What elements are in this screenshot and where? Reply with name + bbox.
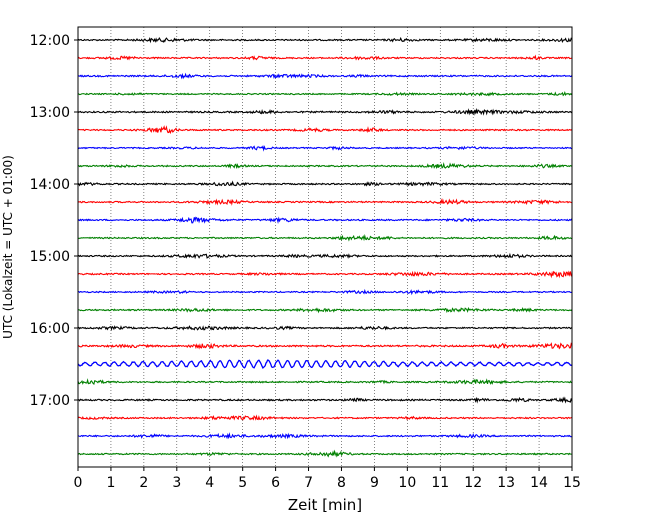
x-tick-label: 9 xyxy=(370,475,379,491)
y-axis-ticks: 12:00 13:00 14:00 15:00 16:00 17:00 xyxy=(30,33,78,409)
x-tick-label: 1 xyxy=(106,475,115,491)
trace-1430 xyxy=(77,216,573,225)
x-tick-label: 4 xyxy=(205,475,214,491)
trace-1630 xyxy=(77,359,573,369)
trace-1730 xyxy=(77,432,572,440)
trace-1230 xyxy=(77,72,573,80)
x-tick-label: 0 xyxy=(74,475,83,491)
trace-1345 xyxy=(77,162,573,170)
trace-1200 xyxy=(77,36,573,44)
y-tick-label: 13:00 xyxy=(30,105,70,121)
trace-1500 xyxy=(77,252,573,260)
y-axis-title: UTC (Lokalzeit = UTC + 01:00) xyxy=(1,155,15,339)
trace-1400 xyxy=(77,180,573,187)
plot-frame xyxy=(77,26,573,468)
vertical-gridlines xyxy=(110,27,540,467)
trace-1445 xyxy=(77,233,573,242)
x-tick-label: 7 xyxy=(304,475,313,491)
x-tick-label: 12 xyxy=(464,475,482,491)
x-tick-label: 11 xyxy=(431,475,449,491)
trace-1615 xyxy=(77,342,573,350)
trace-1215 xyxy=(77,54,573,61)
x-tick-label: 8 xyxy=(337,475,346,491)
trace-group xyxy=(77,36,573,458)
x-axis-ticks: 0 1 2 3 4 5 6 7 8 9 10 11 12 13 14 15 xyxy=(74,467,581,491)
x-tick-label: 6 xyxy=(271,475,280,491)
y-tick-label: 14:00 xyxy=(30,177,70,193)
y-tick-label: 12:00 xyxy=(30,33,70,49)
trace-1745 xyxy=(77,449,573,458)
trace-1415 xyxy=(77,198,573,206)
trace-1300 xyxy=(77,107,573,116)
trace-1600 xyxy=(77,325,573,331)
y-tick-label: 15:00 xyxy=(30,249,70,265)
x-tick-label: 3 xyxy=(172,475,181,491)
trace-1330 xyxy=(77,145,573,152)
trace-1645 xyxy=(77,378,573,386)
trace-1530 xyxy=(77,288,573,296)
y-tick-label: 17:00 xyxy=(30,393,70,409)
trace-1715 xyxy=(77,414,573,421)
trace-1315 xyxy=(77,125,573,135)
x-tick-label: 5 xyxy=(238,475,247,491)
x-axis-title: Zeit [min] xyxy=(288,496,362,514)
x-tick-label: 10 xyxy=(398,475,416,491)
y-tick-label: 16:00 xyxy=(30,321,70,337)
trace-1700 xyxy=(77,396,573,404)
x-tick-label: 13 xyxy=(497,475,515,491)
x-tick-label: 14 xyxy=(530,475,548,491)
trace-1245 xyxy=(77,91,573,97)
trace-1515 xyxy=(77,270,573,279)
x-tick-label: 15 xyxy=(563,475,581,491)
trace-1545 xyxy=(77,306,573,314)
x-tick-label: 2 xyxy=(139,475,148,491)
